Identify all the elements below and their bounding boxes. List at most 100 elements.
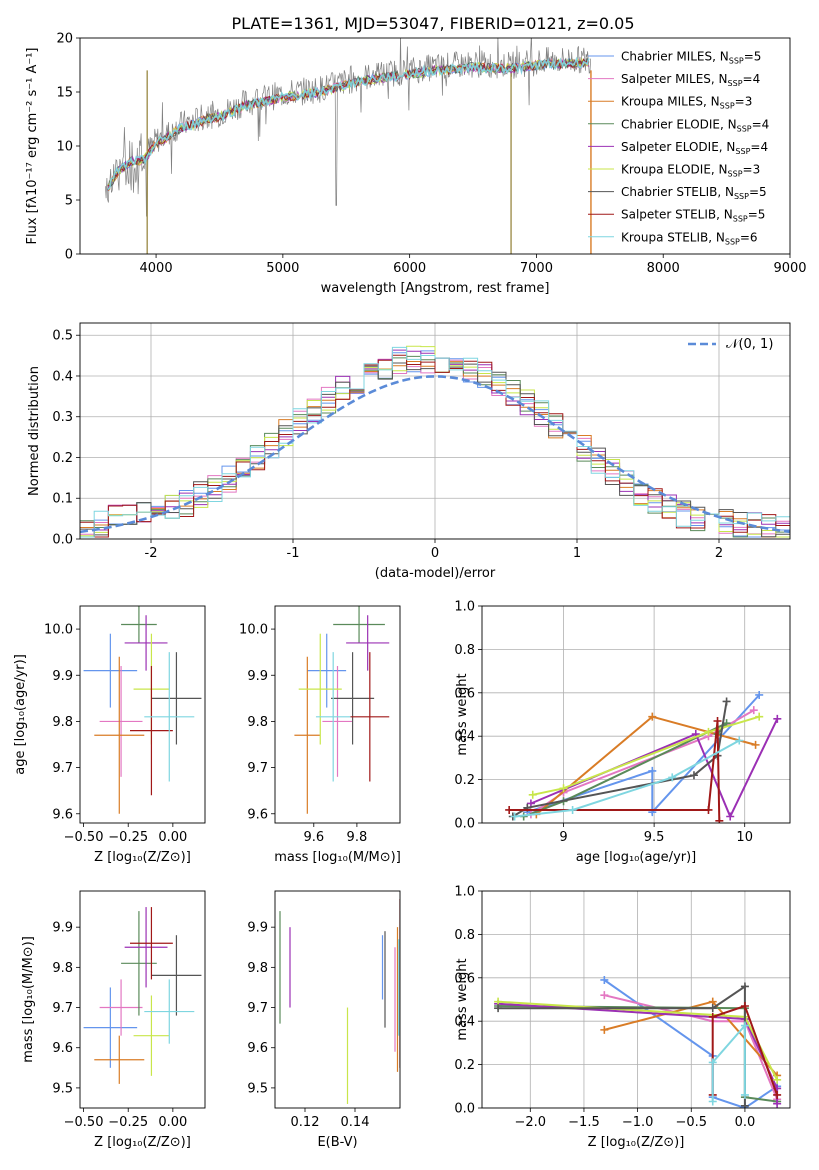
spectrum-legend: Chabrier MILES, NSSP=5 Salpeter MILES, NS… <box>588 50 769 246</box>
axes-border <box>79 605 206 824</box>
y-axis-label: mass [log₁₀(M/M⊙)] <box>21 936 36 1063</box>
weight-point-6 <box>755 712 764 721</box>
y-tick-label: 0.6 <box>454 686 475 701</box>
weight-point-9 <box>510 812 519 821</box>
figure-title: PLATE=1361, MJD=53047, FIBERID=0121, z=0… <box>231 14 634 33</box>
axes-frame: −0.50 −0.25 0.00 9.6 9.7 9.8 9.9 10.0 Z [log₁₀(Z… <box>13 605 206 865</box>
y-tick-label: 9.9 <box>247 669 268 684</box>
x-tick-label: −1.5 <box>568 1115 600 1130</box>
plot-area <box>279 899 400 1104</box>
y-tick-label: 9.9 <box>52 669 73 684</box>
x-tick-label: 9000 <box>773 261 806 276</box>
y-tick-label: 9.5 <box>247 1081 268 1096</box>
weight-point-7 <box>708 1004 717 1013</box>
y-tick-label: 5 <box>65 194 73 209</box>
y-tick-label: 0.1 <box>52 492 73 507</box>
mass-weight-vs-z-panel: −2.0 −1.5 −1.0 −0.5 0.0 0.0 0.2 0.4 0.6 0.8 1.0 Z [… <box>454 885 791 1150</box>
legend-label: Salpeter ELODIE, NSSP=4 <box>621 140 768 156</box>
x-tick-label: 0.00 <box>158 1115 187 1130</box>
y-tick-label: 9.6 <box>52 807 73 822</box>
x-axis-label: E(B-V) <box>317 1135 357 1150</box>
axes-border <box>79 37 791 255</box>
weight-point-1 <box>755 690 764 699</box>
weight-point-8 <box>505 805 514 814</box>
y-tick-label: 10.0 <box>239 623 268 638</box>
legend-label: Salpeter STELIB, NSSP=5 <box>621 208 765 224</box>
y-tick-label: 9.9 <box>52 921 73 936</box>
x-tick-label: −0.50 <box>64 1115 104 1130</box>
weight-point-5 <box>726 812 735 821</box>
axes-frame: −2.0 −1.5 −1.0 −0.5 0.0 0.0 0.2 0.4 0.6 0.8 1.0 Z [… <box>454 885 791 1150</box>
plot-area <box>105 38 592 254</box>
x-tick-label: 4000 <box>140 261 173 276</box>
axes-border <box>274 890 401 1109</box>
legend-label: Kroupa MILES, NSSP=3 <box>621 95 752 111</box>
x-tick-label: -2 <box>145 546 158 561</box>
x-axis-label: wavelength [Angstrom, rest frame] <box>321 281 550 296</box>
weight-point-9 <box>668 773 677 782</box>
weight-line-1 <box>526 694 760 815</box>
plot-area <box>294 606 390 814</box>
x-tick-label: 0.12 <box>291 1115 320 1130</box>
legend-label: 𝒩(0, 1) <box>726 337 773 352</box>
y-tick-label: 9.5 <box>52 1081 73 1096</box>
y-tick-label: 9.8 <box>52 961 73 976</box>
x-tick-label: 5000 <box>266 261 299 276</box>
x-tick-label: 10 <box>736 830 753 845</box>
legend-label: Kroupa STELIB, NSSP=6 <box>621 230 758 246</box>
weight-point-8 <box>715 816 724 823</box>
x-tick-label: 2 <box>715 546 723 561</box>
weight-point-1 <box>648 766 657 775</box>
weight-point-5 <box>773 714 782 723</box>
x-tick-label: 7000 <box>520 261 553 276</box>
weight-point-7 <box>722 697 731 706</box>
axes-frame: −0.50 −0.25 0.00 9.5 9.6 9.7 9.8 9.9 Z [log₁₀(Z/… <box>21 890 206 1150</box>
x-tick-label: 0.0 <box>735 1115 756 1130</box>
y-tick-label: 0.5 <box>52 329 73 344</box>
y-tick-label: 0.2 <box>454 1058 475 1073</box>
y-tick-label: 15 <box>56 86 73 101</box>
x-axis-label: Z [log₁₀(Z/Z⊙)] <box>94 1135 191 1150</box>
y-tick-label: 9.9 <box>247 921 268 936</box>
legend-label: Kroupa ELODIE, NSSP=3 <box>621 163 760 179</box>
mass-weight-vs-age-panel: 9 9.5 10 0.0 0.2 0.4 0.6 0.8 1.0 age [log₁₀(age/y… <box>454 600 791 865</box>
weight-point-9 <box>735 736 744 745</box>
y-tick-label: 0.2 <box>52 451 73 466</box>
y-tick-label: 0 <box>65 248 73 263</box>
weight-point-3 <box>648 712 657 721</box>
weight-line-6 <box>532 715 760 796</box>
x-tick-label: 9.8 <box>347 830 368 845</box>
axes-border <box>79 890 206 1109</box>
axes-frame: 0.12 0.14 9.5 9.6 9.7 9.8 9.9 E(B-V) <box>247 890 401 1150</box>
weight-point-9 <box>568 805 577 814</box>
weight-point-7 <box>740 982 749 991</box>
axes-border <box>79 322 791 540</box>
y-tick-label: 1.0 <box>454 885 475 900</box>
weight-point-7 <box>689 771 698 780</box>
x-axis-label: (data-model)/error <box>375 566 496 581</box>
weight-point-2 <box>600 991 609 1000</box>
y-tick-label: 10.0 <box>44 623 73 638</box>
y-tick-label: 0.0 <box>52 533 73 548</box>
y-tick-label: 9.6 <box>52 1041 73 1056</box>
x-axis-label: Z [log₁₀(Z/Z⊙)] <box>588 1135 685 1150</box>
legend-label: Salpeter MILES, NSSP=4 <box>621 72 760 88</box>
y-axis-label: Normed distribution <box>27 366 42 496</box>
y-tick-label: 0.4 <box>454 730 475 745</box>
x-tick-label: −0.25 <box>108 1115 148 1130</box>
y-tick-label: 0.8 <box>454 928 475 943</box>
x-tick-label: −0.5 <box>675 1115 707 1130</box>
spectrum-panel: 4000 5000 6000 7000 8000 9000 0 5 10 15 20 waveleng… <box>25 32 807 297</box>
plot-area <box>83 606 202 814</box>
plot-area <box>482 606 790 823</box>
y-tick-label: 10 <box>56 140 73 155</box>
weight-line-7 <box>512 701 728 818</box>
weight-line-8 <box>509 720 721 821</box>
legend-label: Chabrier MILES, NSSP=5 <box>621 50 761 66</box>
y-tick-label: 9.8 <box>52 715 73 730</box>
x-tick-label: 9.6 <box>303 830 324 845</box>
weight-point-2 <box>749 706 758 715</box>
y-tick-label: 0.4 <box>454 1015 475 1030</box>
x-tick-label: 8000 <box>647 261 680 276</box>
y-tick-label: 9.8 <box>247 715 268 730</box>
